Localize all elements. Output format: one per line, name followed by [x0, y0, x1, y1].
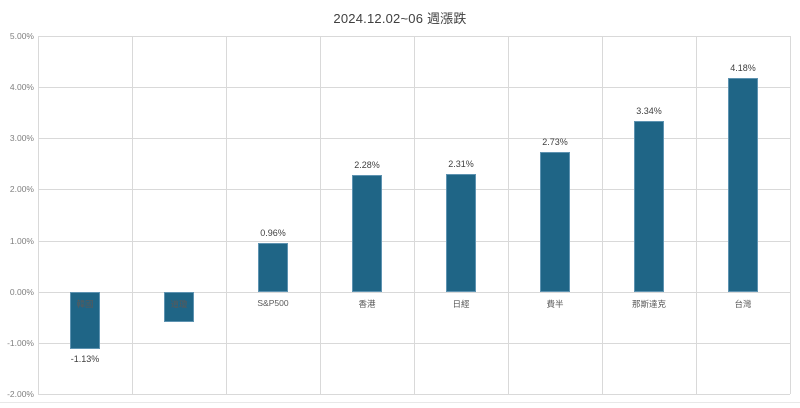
gridline-horizontal	[38, 394, 790, 395]
chart-bottom-edge	[0, 402, 800, 403]
category-label: 道瓊	[170, 298, 188, 309]
gridline-vertical	[602, 36, 603, 394]
category-label: S&P500	[257, 297, 289, 308]
chart-bar	[164, 291, 194, 323]
bar-value-label: 2.73%	[542, 137, 568, 148]
y-axis-tick-label: -2.00%	[7, 389, 34, 399]
gridline-vertical	[790, 36, 791, 394]
plot-area: -1.13% 韓國 道瓊 0.96% S&P500 2.28% 香港 2.31% 日經 2.73%…	[38, 36, 791, 395]
y-axis-tick-label: 3.00%	[9, 133, 34, 144]
y-axis-tick-label: 1.00%	[9, 235, 34, 246]
category-label: 香港	[358, 298, 376, 309]
chart-bar	[352, 175, 382, 292]
gridline-vertical	[38, 36, 39, 394]
category-label: 那斯達克	[631, 298, 666, 309]
y-axis-tick-label: 5.00%	[9, 31, 34, 41]
bar-value-label: 0.96%	[260, 227, 286, 238]
y-axis-tick-label: -1.00%	[7, 337, 34, 348]
category-label: 台灣	[734, 298, 752, 309]
category-label: 日經	[452, 298, 470, 309]
gridline-vertical	[226, 36, 227, 394]
y-axis-tick-label: 2.00%	[9, 184, 34, 195]
chart-bar	[258, 242, 288, 292]
category-label: 費半	[546, 298, 564, 309]
gridline-vertical	[320, 36, 321, 394]
bar-value-label: 3.34%	[636, 105, 662, 116]
gridline-vertical	[414, 36, 415, 394]
chart-bar	[634, 120, 664, 292]
chart-bar	[540, 152, 570, 292]
gridline-vertical	[508, 36, 509, 394]
y-axis-tick-label: 4.00%	[9, 82, 34, 93]
bar-value-label: 4.18%	[730, 62, 756, 73]
y-axis-tick-label: 0.00%	[9, 286, 34, 297]
bar-value-label: -1.13%	[70, 353, 100, 364]
chart-bar	[446, 173, 476, 292]
gridline-vertical	[696, 36, 697, 394]
chart-title: 2024.12.02~06 週漲跌	[333, 11, 467, 26]
bar-value-label: 2.31%	[448, 158, 474, 169]
chart-bar	[70, 291, 100, 350]
category-label: 韓國	[76, 298, 94, 309]
gridline-vertical	[132, 36, 133, 394]
chart-bar	[728, 77, 758, 292]
bar-value-label: 2.28%	[354, 160, 380, 171]
